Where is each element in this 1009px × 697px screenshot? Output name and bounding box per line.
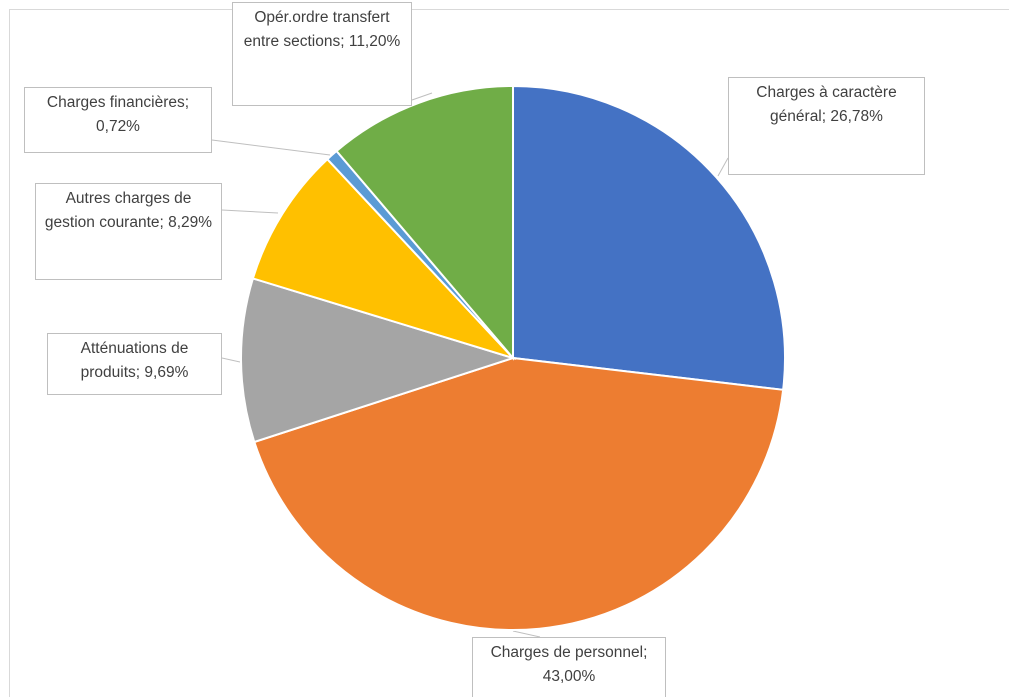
leader-line — [221, 209, 279, 214]
data-label: Charges financières; 0,72% — [24, 87, 212, 153]
data-label: Charges de personnel; 43,00% — [472, 637, 666, 697]
leader-lines — [211, 92, 729, 638]
pie-slice — [251, 157, 517, 361]
data-label: Charges à caractère général; 26,78% — [728, 77, 925, 175]
leader-line — [717, 157, 729, 177]
leader-line — [411, 92, 433, 101]
slices — [240, 84, 786, 632]
data-label: Autres charges de gestion courante; 8,29… — [35, 183, 222, 280]
pie-slice — [335, 84, 514, 361]
data-label: Atténuations de produits; 9,69% — [47, 333, 222, 395]
leader-line — [512, 630, 541, 638]
leader-line — [211, 139, 331, 156]
pie-slice — [240, 277, 517, 444]
leader-line — [221, 357, 241, 363]
data-label: Opér.ordre transfert entre sections; 11,… — [232, 2, 412, 106]
chart-border — [9, 9, 1009, 697]
pie-slice — [253, 356, 785, 632]
pie-slice — [512, 84, 786, 391]
